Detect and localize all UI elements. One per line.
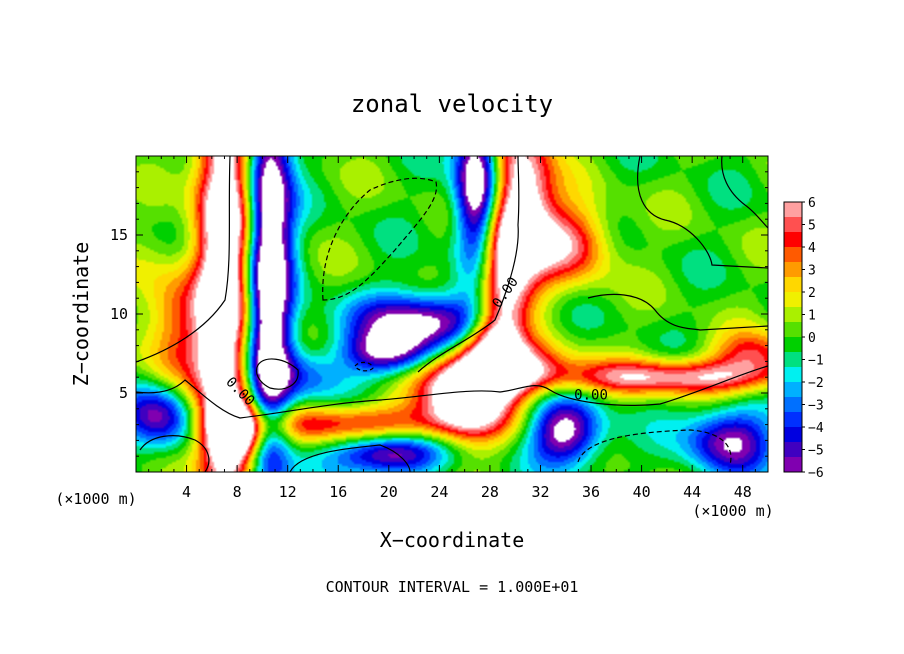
colorbar-tick-label: 3	[808, 264, 816, 279]
colorbar-tick-label: 5	[808, 219, 816, 234]
y-axis-ticks: 5 10 15	[110, 171, 768, 457]
colorbar-tick-label: −6	[808, 466, 824, 481]
colorbar-swatch	[784, 367, 802, 383]
colorbar-swatch	[784, 352, 802, 368]
colorbar-swatch	[784, 217, 802, 233]
x-tick-label: 12	[279, 483, 297, 501]
colorbar-tick-label: 6	[808, 196, 816, 211]
x-tick-label: 4	[182, 483, 191, 501]
x-tick-label: 24	[430, 483, 448, 501]
contour-lines	[136, 156, 768, 472]
colorbar-swatch	[784, 247, 802, 263]
contour-interval-note: CONTOUR INTERVAL = 1.000E+01	[326, 578, 579, 596]
x-tick-label: 44	[683, 483, 701, 501]
colorbar-tick-label: 4	[808, 241, 816, 256]
colorbar-swatch	[784, 307, 802, 323]
colorbar-tick-label: −1	[808, 354, 824, 369]
contour-label: 0.00	[574, 387, 608, 403]
colorbar-swatch	[784, 337, 802, 353]
colorbar-tick-label: −4	[808, 421, 824, 436]
x-tick-label: 8	[233, 483, 242, 501]
x-axis-ticks: 4 8 12 16 20 24 28 32 36 40 44 48	[148, 156, 756, 501]
colorbar-swatch	[784, 232, 802, 248]
colorbar-swatch	[784, 412, 802, 428]
x-unit-label: (×1000 m)	[692, 502, 773, 520]
dashed-contour-upper	[322, 177, 438, 301]
x-tick-label: 48	[734, 483, 752, 501]
zero-contour-bottom-mid	[289, 444, 411, 472]
y-tick-label: 10	[110, 305, 128, 323]
colorbar-swatch	[784, 442, 802, 458]
colorbar-swatch	[784, 397, 802, 413]
colorbar-tick-label: −3	[808, 399, 824, 414]
x-tick-label: 40	[633, 483, 651, 501]
chart-title: zonal velocity	[351, 90, 553, 118]
x-tick-label: 20	[380, 483, 398, 501]
plot-area: 0.000.00 0.00	[136, 156, 768, 472]
colorbar-swatch	[784, 322, 802, 338]
colorbar-tick-label: 0	[808, 331, 816, 346]
colorbar-swatch	[784, 292, 802, 308]
colorbar-tick-label: −5	[808, 444, 824, 459]
x-axis-label: X−coordinate	[380, 528, 525, 552]
y-tick-label: 15	[110, 226, 128, 244]
velocity-field-image	[136, 156, 768, 472]
zero-contour-left	[136, 156, 231, 363]
zero-contour-top-right	[721, 156, 768, 229]
x-tick-label: 36	[582, 483, 600, 501]
y-unit-label: (×1000 m)	[55, 490, 136, 508]
zero-contour-rising	[417, 156, 520, 373]
colorbar-tick-label: −2	[808, 376, 824, 391]
x-tick-label: 28	[481, 483, 499, 501]
dashed-contour-lower-right	[577, 429, 732, 466]
zero-contour-right-upper	[637, 156, 768, 269]
dashed-contour-small	[354, 361, 374, 372]
colorbar	[783, 201, 803, 473]
zero-contour-lower	[136, 365, 768, 419]
colorbar-swatch	[784, 382, 802, 398]
colorbar-swatch	[784, 277, 802, 293]
x-tick-label: 16	[329, 483, 347, 501]
colorbar-tick-label: 1	[808, 309, 816, 324]
y-axis-label: Z−coordinate	[69, 242, 93, 387]
colorbar-swatch	[784, 457, 802, 473]
x-tick-label: 32	[531, 483, 549, 501]
y-tick-label: 5	[119, 384, 128, 402]
colorbar-swatch	[784, 427, 802, 443]
colorbar-tick-label: 2	[808, 286, 816, 301]
zero-contour-bottom-left	[139, 435, 210, 472]
colorbar-tick-labels: 6 5 4 3 2 1 0 −1 −2 −3 −4 −5 −6	[802, 196, 824, 481]
colorbar-swatch	[784, 262, 802, 278]
colorbar-swatch	[784, 202, 802, 218]
zero-contour-right-mid	[587, 293, 768, 331]
zero-contour-blob	[255, 358, 299, 390]
